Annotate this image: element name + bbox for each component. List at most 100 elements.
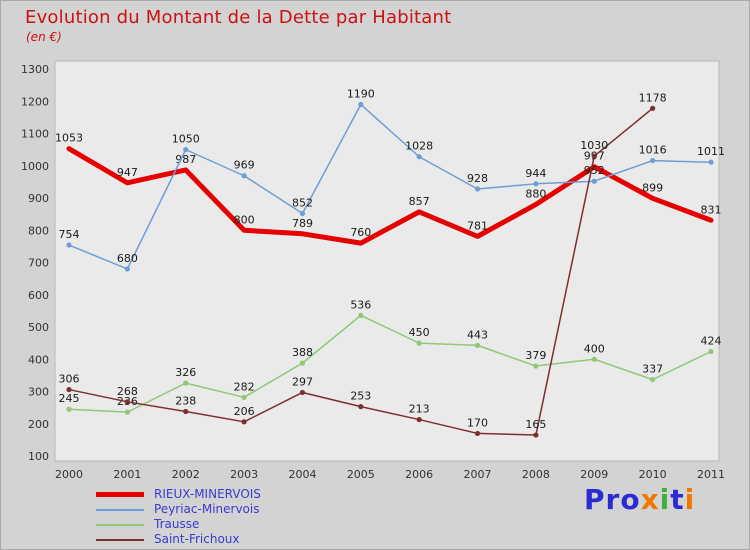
logo-letter: r	[605, 483, 621, 516]
point-label: 781	[467, 219, 488, 232]
y-tick-label: 100	[28, 450, 49, 463]
point-label: 253	[350, 390, 371, 403]
data-point	[708, 159, 714, 165]
data-point	[533, 432, 539, 438]
data-point	[358, 404, 364, 410]
data-point	[124, 409, 130, 415]
x-tick-label: 2008	[522, 468, 550, 481]
point-label: 170	[467, 416, 488, 429]
chart-subtitle: (en €)	[26, 30, 62, 44]
data-point	[708, 348, 714, 355]
legend-label-peyriac-minervois: Peyriac-Minervois	[154, 502, 260, 516]
y-tick-label: 200	[28, 418, 49, 431]
point-label: 760	[350, 226, 371, 239]
x-tick-label: 2004	[288, 468, 316, 481]
x-tick-label: 2007	[464, 468, 492, 481]
point-label: 268	[117, 385, 138, 398]
plot-area	[54, 60, 720, 462]
y-tick-label: 700	[28, 257, 49, 270]
data-point	[183, 408, 189, 415]
point-label: 1190	[347, 87, 375, 100]
data-point	[416, 340, 422, 346]
point-label: 443	[467, 328, 488, 341]
point-label: 1016	[639, 144, 667, 157]
point-label: 1030	[580, 139, 608, 152]
data-point	[66, 406, 72, 412]
data-point	[591, 153, 597, 159]
legend-item-rieux-minervois: RIEUX-MINERVOIS	[96, 487, 261, 502]
y-tick-label: 1000	[21, 160, 49, 173]
data-point	[241, 394, 247, 400]
data-point	[66, 242, 72, 248]
y-tick-label: 1200	[21, 95, 49, 108]
data-point	[183, 147, 189, 153]
logo-letter: o	[620, 483, 641, 516]
y-tick-label: 400	[28, 353, 49, 366]
data-point	[474, 186, 481, 192]
data-point	[591, 178, 597, 184]
point-label: 1028	[405, 140, 433, 153]
logo-letter: i	[684, 483, 696, 516]
point-label: 1050	[172, 133, 200, 146]
x-tick-label: 2001	[113, 468, 141, 481]
data-point	[416, 154, 422, 160]
legend-swatch-rieux-minervois	[96, 492, 144, 497]
x-tick-label: 2000	[55, 468, 83, 481]
point-label: 944	[525, 167, 546, 180]
y-tick-label: 600	[28, 289, 49, 302]
legend-label-saint-frichoux: Saint-Frichoux	[154, 532, 240, 546]
y-tick-label: 1100	[21, 128, 49, 141]
y-tick-label: 800	[28, 224, 49, 237]
data-point	[299, 210, 306, 217]
legend-swatch-saint-frichoux	[96, 538, 144, 541]
point-label: 800	[234, 213, 255, 226]
data-point	[591, 356, 597, 362]
point-label: 789	[292, 217, 313, 230]
x-tick-label: 2002	[172, 468, 200, 481]
point-label: 388	[292, 346, 313, 359]
data-point	[533, 363, 539, 369]
point-label: 282	[234, 380, 255, 393]
point-label: 297	[292, 375, 313, 388]
x-tick-label: 2011	[697, 468, 725, 481]
data-point	[650, 157, 656, 164]
point-label: 306	[59, 373, 80, 386]
point-label: 326	[175, 366, 196, 379]
logo-letter: x	[640, 483, 660, 516]
point-label: 969	[234, 159, 255, 172]
point-label: 1178	[639, 91, 667, 104]
point-label: 206	[234, 405, 255, 418]
point-label: 947	[117, 166, 138, 179]
point-label: 952	[584, 164, 605, 177]
point-label: 831	[701, 203, 722, 216]
point-label: 754	[59, 228, 80, 241]
legend-swatch-trausse	[96, 523, 144, 526]
point-label: 852	[292, 196, 313, 209]
point-label: 424	[701, 335, 722, 348]
logo-letter: i	[659, 483, 671, 516]
data-point	[299, 389, 306, 396]
point-label: 379	[525, 349, 546, 362]
point-label: 857	[409, 195, 430, 208]
point-label: 680	[117, 252, 138, 265]
logo-letter: P	[584, 483, 606, 516]
point-label: 400	[584, 342, 605, 355]
point-label: 337	[642, 363, 663, 376]
x-tick-label: 2009	[580, 468, 608, 481]
data-point	[474, 342, 481, 348]
data-point	[533, 181, 539, 187]
data-point	[358, 101, 364, 108]
series-line-peyriac-minervois	[68, 103, 712, 270]
point-label: 987	[175, 153, 196, 166]
point-label: 928	[467, 172, 488, 185]
point-label: 1011	[697, 145, 725, 158]
chart-title: Evolution du Montant de la Dette par Hab…	[25, 7, 452, 28]
point-label: 880	[525, 187, 546, 200]
legend-item-peyriac-minervois: Peyriac-Minervois	[96, 502, 261, 517]
legend-swatch-peyriac-minervois	[96, 508, 144, 511]
point-label: 1053	[55, 132, 83, 145]
legend-item-saint-frichoux: Saint-Frichoux	[96, 532, 261, 547]
data-point	[241, 173, 247, 179]
data-point	[299, 360, 306, 366]
